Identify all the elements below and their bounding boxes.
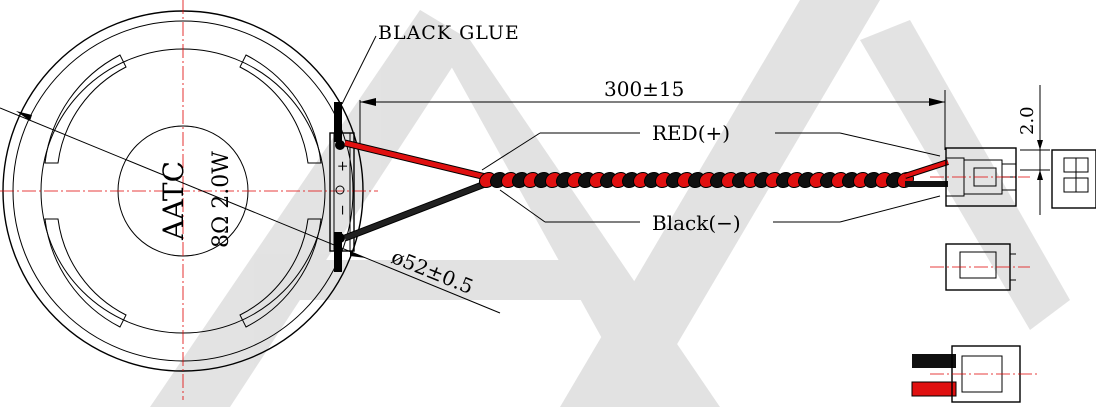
- brand-label: AATC: [157, 161, 190, 241]
- wire-leaders: [481, 132, 941, 223]
- watermark: [150, 0, 1070, 407]
- black-glue-leader: [341, 35, 377, 105]
- red-wire-label: RED(+): [652, 121, 730, 145]
- connector-wired: [911, 345, 1040, 403]
- length-label: 300±15: [604, 77, 684, 101]
- terminal-board: [329, 102, 355, 272]
- minus-mark: −: [335, 204, 351, 216]
- plus-mark: +: [335, 160, 351, 172]
- connector-side: [930, 147, 1030, 207]
- pitch-dimension: [1020, 85, 1050, 215]
- connector-top: [930, 243, 1030, 291]
- wire-segments: [343, 139, 492, 242]
- connector-end: [1051, 149, 1096, 209]
- black-wire-label: Black(−): [652, 211, 741, 235]
- connector-wires: [904, 159, 949, 187]
- diameter-dimension: [0, 107, 501, 314]
- twisted-pair: [478, 171, 915, 189]
- spec-label: 8Ω 2.0W: [209, 151, 234, 248]
- length-dimension: [359, 90, 946, 150]
- pitch-label: 2.0: [1017, 106, 1038, 135]
- black-glue-label: BLACK GLUE: [378, 22, 520, 44]
